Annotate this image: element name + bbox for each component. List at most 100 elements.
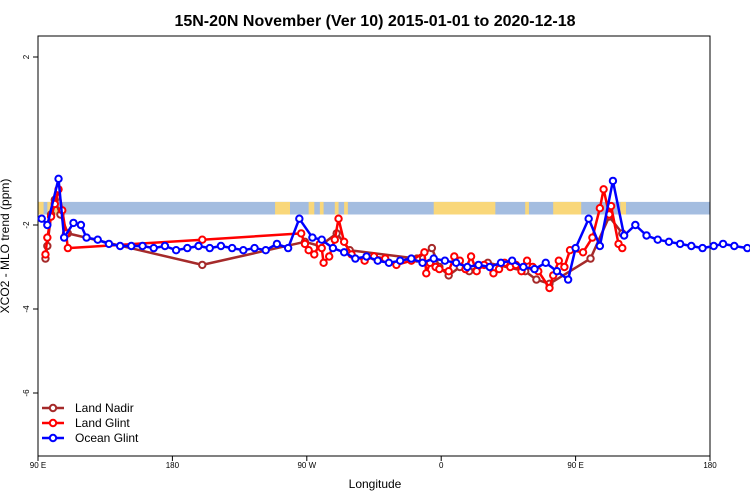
land-segment	[620, 201, 626, 215]
data-point	[599, 185, 608, 194]
data-point	[216, 241, 226, 251]
data-point	[76, 220, 86, 230]
data-point	[250, 243, 259, 253]
data-point	[384, 258, 394, 267]
data-point	[325, 252, 334, 261]
data-point	[718, 239, 728, 249]
data-point	[429, 254, 438, 263]
data-point	[317, 235, 326, 244]
land-segment	[319, 201, 324, 215]
data-point	[351, 254, 360, 263]
data-point	[474, 260, 483, 270]
x-tick-label: 180	[703, 461, 717, 470]
data-point	[522, 256, 532, 265]
data-point	[93, 235, 102, 244]
land-segment	[433, 201, 496, 215]
data-point	[507, 256, 517, 265]
series-land-glint	[41, 185, 627, 293]
data-point	[619, 231, 629, 240]
data-point	[560, 262, 569, 272]
chart-title: 15N-20N November (Ver 10) 2015-01-01 to …	[174, 13, 575, 30]
data-point	[304, 246, 313, 255]
x-tick-label: 180	[166, 461, 180, 470]
data-point	[160, 241, 170, 251]
series-layer	[37, 174, 750, 293]
data-point	[578, 248, 588, 257]
background-band	[38, 201, 710, 215]
data-point	[334, 214, 343, 223]
data-point	[69, 218, 78, 228]
y-tick-label: 2	[22, 54, 31, 59]
land-segment	[553, 201, 582, 215]
data-point	[698, 243, 707, 253]
data-point	[519, 262, 528, 272]
data-point	[563, 275, 573, 284]
data-point	[440, 256, 450, 265]
data-point	[328, 243, 338, 253]
data-point	[642, 231, 651, 240]
data-point	[261, 246, 270, 255]
data-point	[43, 220, 52, 230]
data-point	[127, 241, 136, 251]
data-point	[283, 243, 293, 253]
data-point	[205, 243, 214, 253]
data-point	[552, 267, 562, 276]
x-tick-label: 90 E	[567, 461, 583, 470]
data-point	[485, 262, 494, 272]
data-point	[466, 252, 476, 261]
data-point	[239, 246, 248, 255]
data-point	[427, 243, 437, 253]
data-point	[362, 252, 371, 261]
legend-marker	[48, 403, 58, 413]
data-point	[104, 239, 114, 249]
data-point	[194, 241, 203, 251]
data-point	[435, 264, 444, 274]
data-point	[373, 256, 382, 265]
data-point	[115, 241, 125, 251]
data-point	[63, 243, 73, 253]
data-point	[451, 258, 461, 267]
land-segment	[47, 201, 52, 215]
data-point	[339, 248, 349, 257]
data-point	[608, 176, 618, 186]
data-point	[149, 243, 158, 253]
land-segment	[334, 201, 339, 215]
data-point	[489, 269, 498, 278]
legend-marker	[48, 433, 58, 443]
data-point	[618, 243, 627, 253]
x-tick-label: 0	[439, 461, 444, 470]
data-point	[272, 239, 282, 249]
data-point	[709, 241, 718, 251]
data-point	[541, 258, 550, 267]
data-point	[41, 250, 50, 259]
legend-label: Ocean Glint	[75, 431, 139, 445]
series-ocean-glint	[37, 174, 750, 284]
data-point	[586, 254, 595, 263]
data-point	[595, 241, 605, 251]
data-point	[418, 258, 427, 267]
data-point	[183, 243, 192, 253]
data-point	[743, 243, 750, 253]
data-point	[532, 275, 541, 284]
data-point	[82, 233, 91, 242]
legend-label: Land Glint	[75, 416, 130, 430]
data-point	[319, 258, 328, 267]
data-point	[407, 254, 416, 263]
data-point	[227, 243, 237, 253]
data-point	[198, 235, 207, 244]
data-point	[730, 241, 739, 251]
y-tick-label: -2	[22, 221, 31, 229]
data-point	[395, 256, 405, 265]
data-point	[330, 235, 339, 244]
land-segment	[308, 201, 315, 215]
data-point	[297, 229, 306, 238]
legend-marker	[48, 418, 58, 428]
land-segment	[275, 201, 290, 215]
data-point	[59, 233, 69, 242]
data-point	[198, 260, 207, 270]
data-point	[43, 233, 52, 242]
data-point	[584, 214, 593, 223]
axes: 90 E 180 90 W 0 90 E 180 2 -2 -4 -6	[22, 54, 717, 470]
